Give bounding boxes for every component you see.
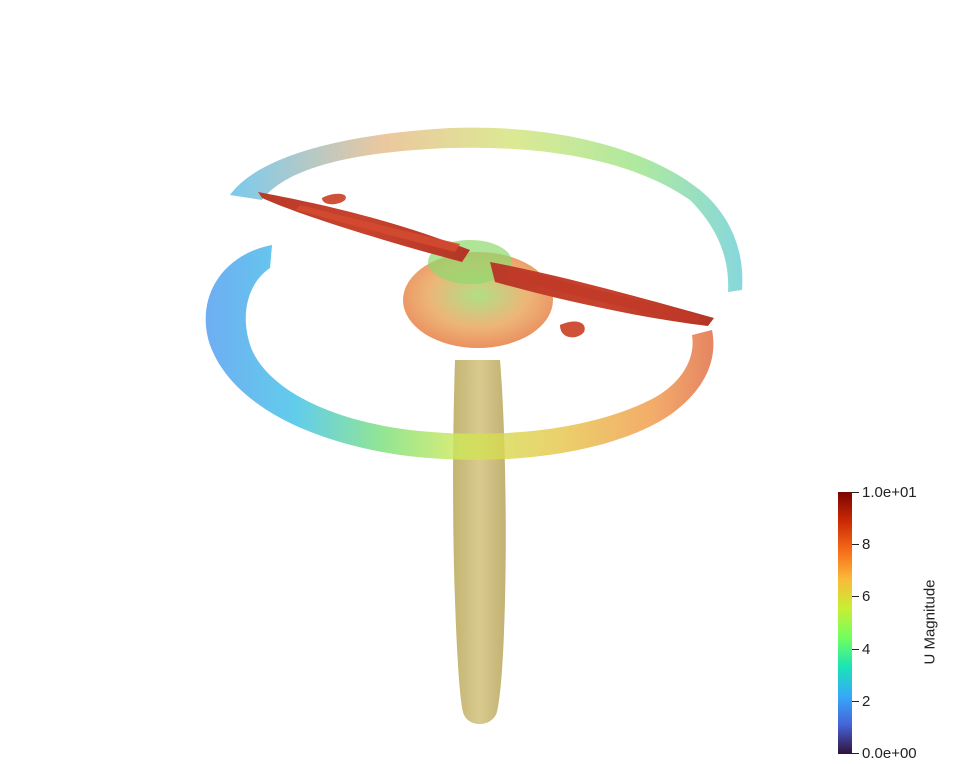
- colorbar-label-4: 4: [862, 641, 871, 658]
- color-legend: 1.0e+01 8 6 4 2 0.0e+00: [838, 485, 953, 761]
- blade-right-wake: [508, 268, 700, 322]
- blade-tip-fragment-left: [322, 193, 346, 205]
- colorbar-tick-6: [852, 596, 859, 597]
- hub-vortex-stem: [453, 360, 506, 724]
- colorbar-label-2: 2: [862, 693, 871, 710]
- colorbar-max-label: 1.0e+01: [862, 484, 917, 501]
- colorbar-min-label: 0.0e+00: [862, 745, 917, 762]
- colorbar-tick-min: [852, 753, 859, 754]
- tip-vortex-ring-lower: [205, 245, 714, 460]
- colorbar-label-8: 8: [862, 536, 871, 553]
- colorbar-tick-4: [852, 649, 859, 650]
- blade-left-wake: [296, 205, 460, 252]
- colorbar-label-6: 6: [862, 588, 871, 605]
- colorbar-tick-max: [852, 492, 859, 493]
- blade-tip-fragment: [560, 321, 585, 338]
- colorbar-tick-8: [852, 544, 859, 545]
- colorbar-tick-2: [852, 701, 859, 702]
- colorbar-title: U Magnitude: [921, 579, 939, 665]
- colorbar-gradient: [838, 492, 852, 754]
